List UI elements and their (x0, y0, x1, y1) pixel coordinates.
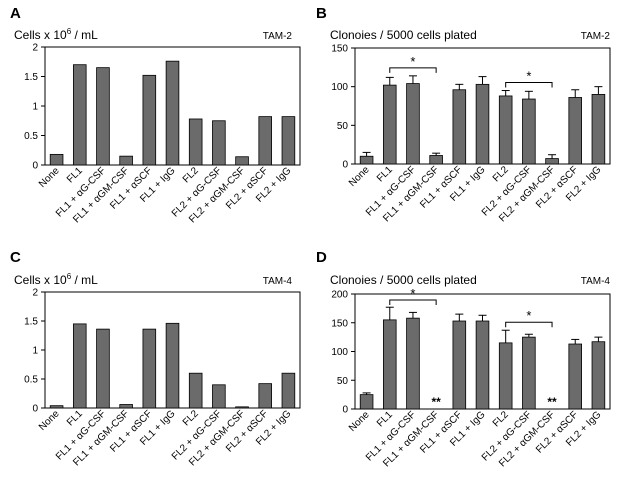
y-tick-label: 0 (32, 161, 38, 172)
x-tick-label: None (347, 409, 372, 434)
bar (188, 372, 203, 409)
panel-d: Clonoies / 5000 cells plated TAM-4 0 50 100 1… (330, 273, 611, 469)
y-tick-label: 0 (342, 405, 348, 416)
y-tick-label: 1.5 (24, 317, 38, 328)
bar (281, 372, 296, 409)
significance-bracket (505, 321, 553, 328)
significance-star: * (526, 308, 531, 323)
panel-tag: TAM-2 (581, 31, 611, 42)
y-tick-label: 2 (32, 43, 38, 54)
title-superscript: 6 (67, 27, 72, 36)
bar (96, 328, 110, 409)
title-superscript: 6 (67, 272, 72, 281)
bar (568, 343, 583, 410)
bar (212, 384, 226, 409)
y-tick-label: 0 (342, 160, 348, 171)
y-tick-label: 50 (337, 376, 349, 387)
y-tick-label: 0.5 (24, 131, 38, 142)
bar (119, 404, 133, 409)
panel-letter-d: D (316, 249, 327, 266)
y-tick-label: 100 (331, 347, 348, 358)
title-rest: / mL (71, 273, 98, 287)
bar (498, 95, 513, 165)
bar-label: ** (431, 395, 441, 409)
y-tick-label: 2 (32, 288, 38, 299)
panel-tag: TAM-2 (263, 31, 293, 42)
panel-title: Clonoies / 5000 cells plated (330, 273, 477, 287)
panel-letter-a: A (10, 5, 21, 22)
bar (165, 322, 180, 409)
significance-star: * (410, 54, 415, 69)
bar (359, 394, 374, 410)
significance-bracket (505, 82, 553, 88)
panel-tag: TAM-4 (581, 276, 611, 287)
bar (475, 320, 490, 410)
x-tick-label: None (37, 165, 62, 190)
panel-b: Clonoies / 5000 cells plated TAM-2 0 50 100 1… (330, 28, 611, 224)
significance-bracket (389, 67, 437, 73)
bar (188, 118, 203, 166)
y-tick-label: 150 (331, 318, 348, 329)
bar (452, 320, 467, 410)
bar (545, 158, 559, 165)
panel-tag: TAM-4 (263, 276, 293, 287)
y-tick-label: 0 (32, 404, 38, 415)
bar (165, 60, 180, 166)
bar (235, 406, 249, 409)
bar (359, 155, 374, 165)
bar (258, 116, 273, 166)
bar (429, 155, 443, 165)
bar (568, 97, 583, 165)
y-tick-label: 150 (331, 44, 348, 55)
bar (258, 383, 273, 409)
bar (522, 98, 536, 165)
bar (235, 156, 249, 166)
panel-title: Cells x 106 / mL (14, 272, 98, 287)
title-rest: / mL (71, 28, 98, 42)
y-tick-label: 100 (331, 82, 348, 93)
bar (142, 328, 157, 409)
bar (452, 89, 467, 165)
bar (406, 83, 420, 165)
significance-bracket (389, 299, 437, 305)
significance-star: * (526, 69, 531, 84)
y-tick-label: 200 (331, 290, 348, 301)
significance-star: * (410, 286, 415, 301)
bar (382, 84, 397, 165)
bar (591, 94, 606, 165)
y-tick-label: 0.5 (24, 375, 38, 386)
bar (142, 74, 157, 166)
y-tick-label: 1.5 (24, 72, 38, 83)
bar (72, 64, 87, 166)
bar (119, 155, 133, 166)
bar (96, 67, 110, 166)
panel-title: Clonoies / 5000 cells plated (330, 28, 477, 42)
bar (591, 341, 606, 410)
title-main: Cells x 10 (14, 273, 67, 287)
bar-label: ** (547, 395, 557, 409)
y-tick-label: 1 (32, 346, 38, 357)
bar (406, 317, 420, 410)
bar (49, 153, 64, 166)
bar (522, 336, 536, 410)
bar (475, 83, 490, 165)
bar (382, 319, 397, 410)
bar (498, 342, 513, 410)
panel-title: Cells x 106 / mL (14, 27, 98, 42)
y-tick-label: 1 (32, 102, 38, 113)
y-tick-label: 50 (337, 121, 349, 132)
bar (281, 116, 296, 166)
bar (72, 323, 87, 409)
panel-letter-b: B (316, 5, 327, 22)
x-tick-label: None (37, 408, 62, 433)
bar (212, 120, 226, 166)
bar (49, 405, 64, 409)
panel-letter-c: C (10, 249, 21, 266)
title-main: Cells x 10 (14, 28, 67, 42)
x-tick-label: None (347, 164, 372, 189)
